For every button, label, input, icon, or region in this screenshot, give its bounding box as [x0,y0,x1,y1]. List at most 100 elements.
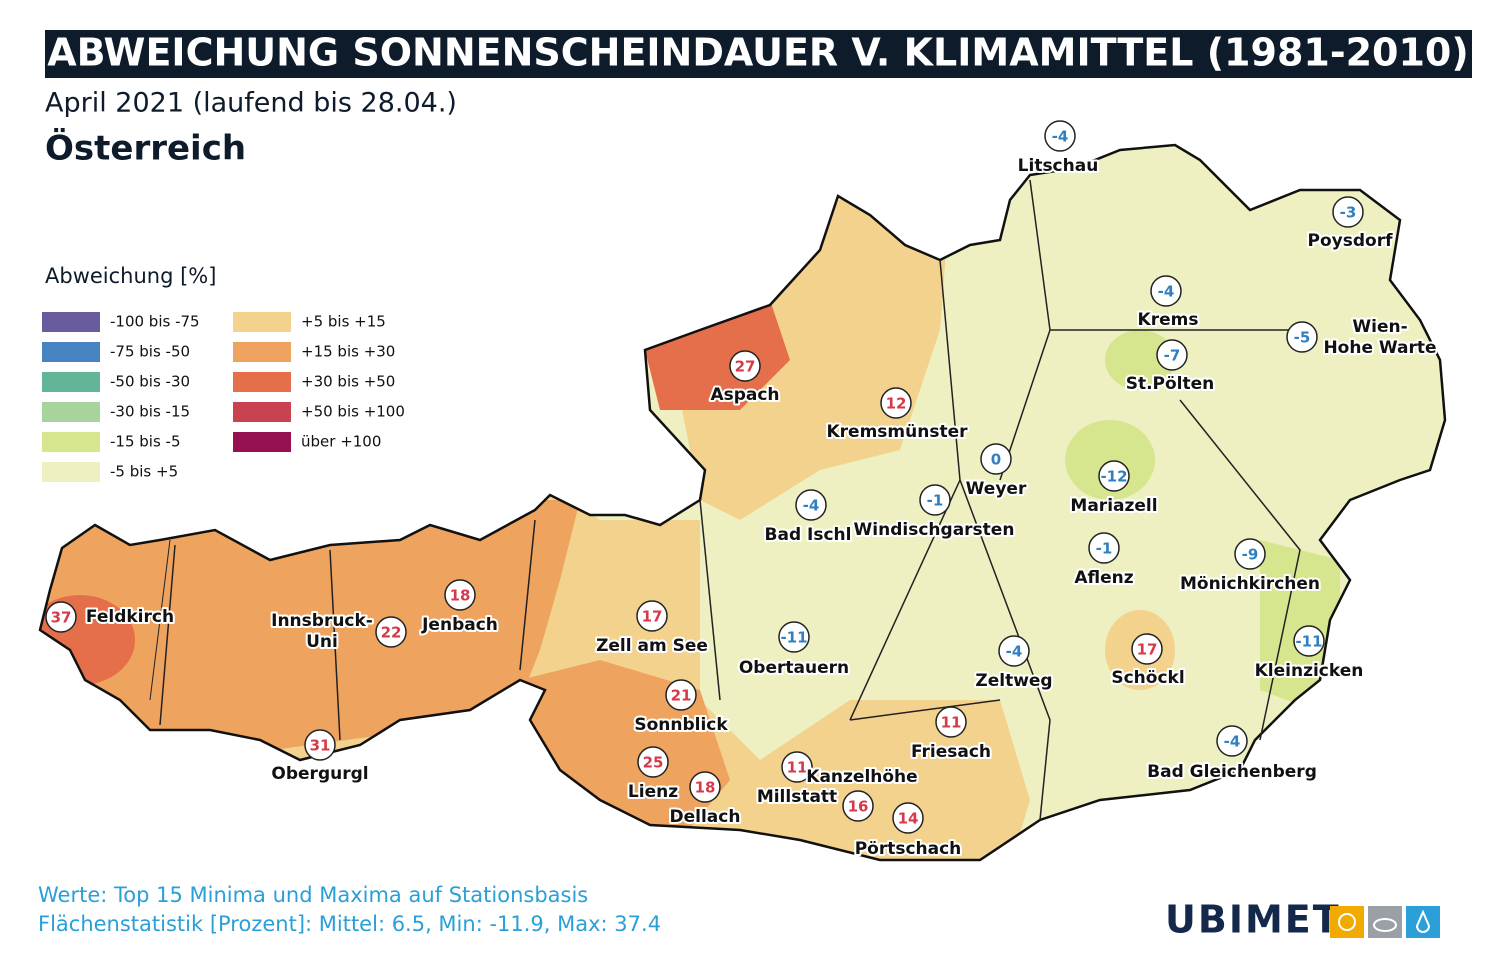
station-value: 17 [642,608,663,626]
logo-icon [1338,913,1356,931]
area [1105,330,1175,390]
station-name: Kremsmünster [827,422,969,442]
station-marker [729,350,761,382]
station-marker [1044,120,1076,152]
station-marker [1293,625,1325,657]
station-value: 22 [381,624,402,642]
station-marker [998,635,1030,667]
legend-label: +30 bis +50 [301,373,395,391]
state-border [159,179,1301,821]
station-marker [1098,460,1130,492]
station-name: Litschau [1018,156,1099,176]
station-value: 25 [643,754,664,772]
legend-label: +5 bis +15 [301,313,386,331]
station-marker [919,484,951,516]
legend-swatch [233,402,291,422]
station-name: St.Pölten [1126,374,1215,394]
legend-label: +50 bis +100 [301,403,405,421]
legend-swatch [42,432,100,452]
legend-swatch [42,312,100,332]
logo-icon [1368,906,1402,938]
area [40,500,580,760]
legend-swatch [233,432,291,452]
station-name: Obergurgl [271,764,368,784]
station-value: -3 [1340,204,1357,222]
station-name: Uni [306,632,338,652]
station-marker [892,802,924,834]
legend: -100 bis -75 -75 bis -50 -50 bis -30 -30 bi… [42,312,405,482]
station-marker [795,489,827,521]
logo-icon [1330,906,1364,938]
station-marker [980,443,1012,475]
title-bar [45,30,1472,78]
station-name: Schöckl [1111,668,1184,688]
station-value: 27 [735,358,756,376]
station-value: -1 [927,492,944,510]
station-marker [637,746,669,778]
station-marker [1234,538,1266,570]
station-value: 11 [941,714,962,732]
station-marker [778,621,810,653]
station-name: Zell am See [596,636,708,656]
station-name: Windischgarsten [854,520,1015,540]
legend-title: Abweichung [%] [45,264,216,288]
station-value: -1 [1096,540,1113,558]
station-marker [842,790,874,822]
legend-label: über +100 [301,433,381,451]
station-value: 37 [51,609,72,627]
legend-swatch [233,342,291,362]
station-name: Krems [1138,310,1199,330]
station-name: Mariazell [1070,496,1157,516]
station-value: 21 [671,687,692,705]
station-marker [636,600,668,632]
footer-note: Werte: Top 15 Minima und Maxima auf Stat… [38,883,588,907]
subtitle: April 2021 (laufend bis 28.04.) [45,88,457,119]
station-value: -4 [1158,283,1175,301]
station-value: -4 [1224,733,1241,751]
legend-label: +15 bis +30 [301,343,395,361]
legend-swatch [233,372,291,392]
footer-note: Flächenstatistik [Prozent]: Mittel: 6.5,… [38,912,661,936]
station-name: Lienz [628,782,678,802]
station-value: 11 [787,759,808,777]
station-marker [1131,633,1163,665]
station-value: -11 [780,629,807,647]
station-name: Bad Gleichenberg [1147,762,1317,782]
station-value: -7 [1164,347,1181,365]
station-marker [1150,275,1182,307]
station-name: Jenbach [421,615,498,635]
station-name: Mönichkirchen [1180,574,1320,594]
station-name: Sonnblick [634,715,728,735]
station-name: Innsbruck- [271,611,373,631]
station-marker [1332,196,1364,228]
station-value: -11 [1295,633,1322,651]
station-name: Pörtschach [855,839,962,859]
region: Österreich [45,128,246,169]
station-value: 17 [1137,641,1158,659]
station-marker [1088,532,1120,564]
station-name: Hohe Warte [1323,338,1436,358]
station-name: Kanzelhöhe [806,767,917,787]
station-marker [1216,725,1248,757]
station-value: -12 [1100,468,1127,486]
station-value: -5 [1294,329,1311,347]
station-value: 31 [310,737,331,755]
station-marker [304,729,336,761]
station-name: Poysdorf [1308,231,1394,251]
station-name: Zeltweg [975,671,1052,691]
legend-swatch [42,342,100,362]
logo-icon [1373,918,1397,932]
legend-label: -75 bis -50 [110,343,190,361]
station-marker [1286,321,1318,353]
station-name: Weyer [966,479,1027,499]
legend-label: -100 bis -75 [110,313,200,331]
legend-swatch [42,462,100,482]
station-name: Dellach [670,807,741,827]
station-value: 18 [695,779,716,797]
logo-icon [1415,909,1431,933]
station-value: -4 [1052,128,1069,146]
district-line [149,539,171,701]
legend-label: -15 bis -5 [110,433,181,451]
station-marker [444,579,476,611]
legend-label: -5 bis +5 [110,463,178,481]
